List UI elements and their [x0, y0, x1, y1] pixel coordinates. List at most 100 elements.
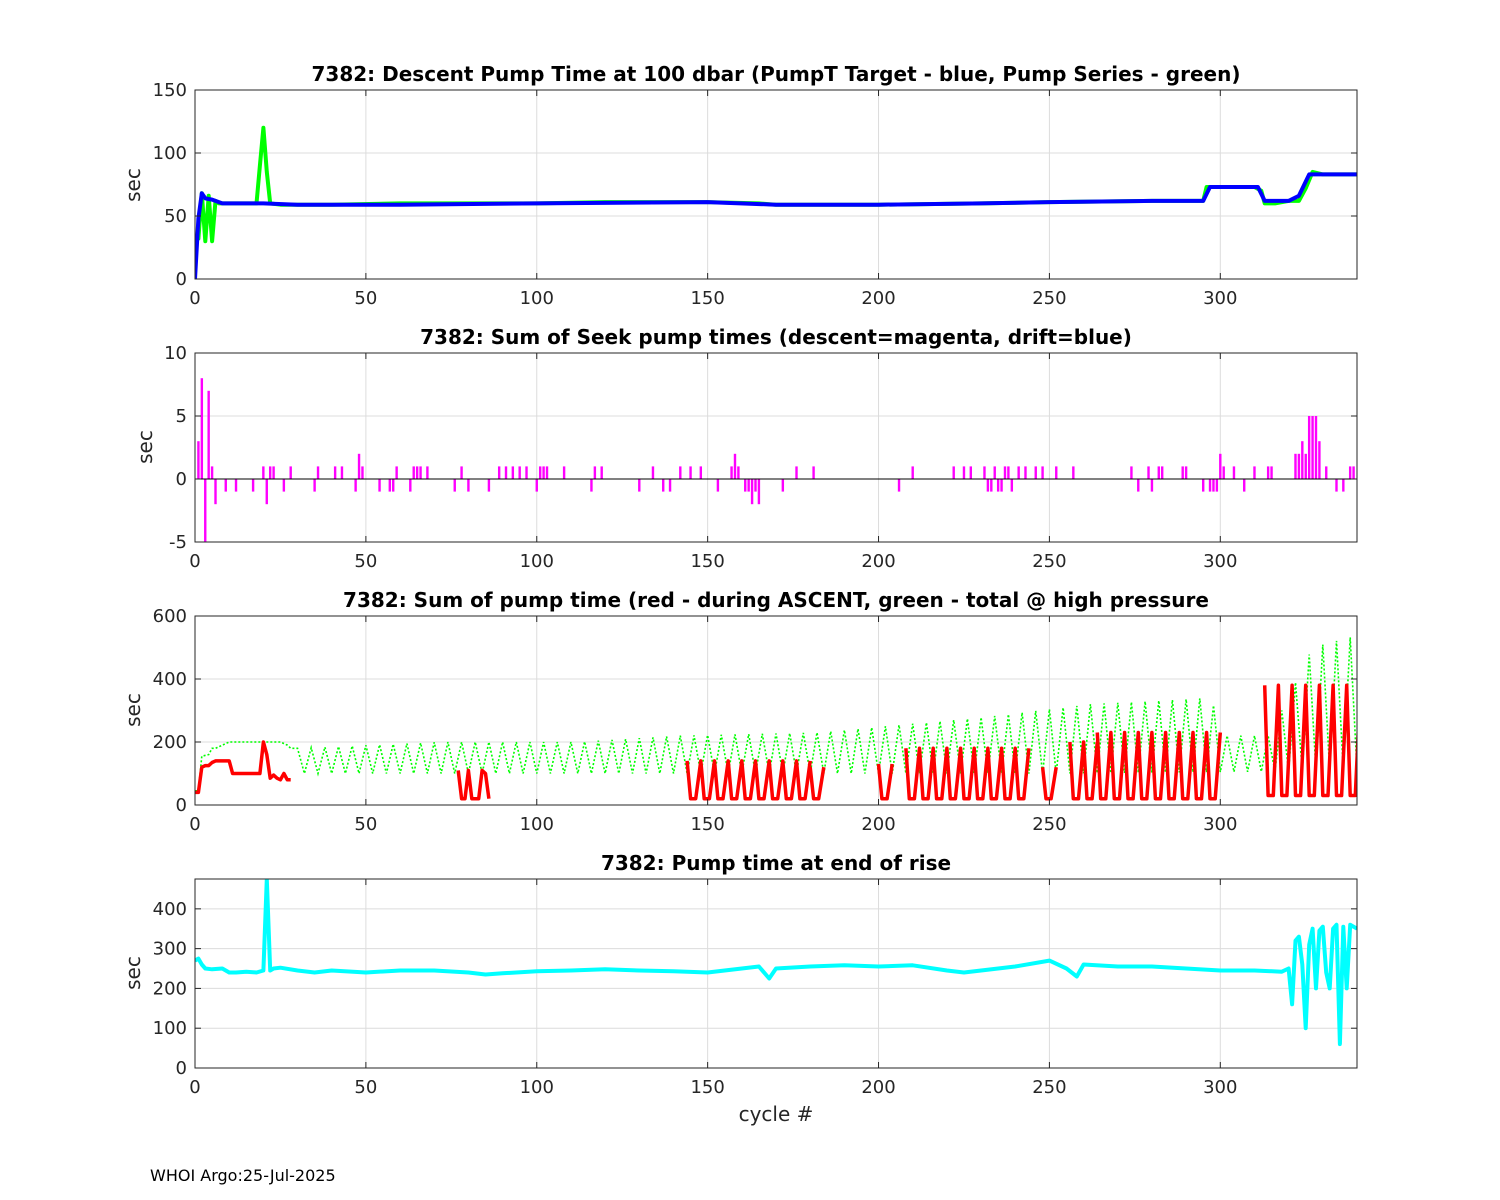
bar	[962, 466, 966, 479]
bar	[1041, 466, 1044, 479]
bar	[651, 466, 655, 479]
x-tick-label: 200	[861, 551, 895, 572]
bar	[409, 479, 412, 492]
y-tick-label: 400	[153, 899, 187, 920]
axes-box	[194, 89, 1358, 280]
bar	[1215, 479, 1219, 492]
bar	[361, 466, 364, 479]
panel-seek-pump-times: 7382: Sum of Seek pump times (descent=ma…	[133, 325, 1361, 572]
bar	[210, 466, 214, 479]
x-tick-label: 150	[690, 551, 724, 572]
chart-title: 7382: Pump time at end of rise	[601, 851, 951, 875]
bar	[1232, 466, 1236, 479]
x-tick-label: 200	[861, 288, 895, 309]
bar	[638, 479, 641, 492]
bar	[1072, 466, 1075, 479]
bar	[224, 479, 227, 492]
ascent-pump-line	[1095, 730, 1223, 801]
bar	[1010, 479, 1014, 492]
panel-descent-pump-time: 7382: Descent Pump Time at 100 dbar (Pum…	[121, 62, 1358, 309]
bar	[990, 479, 993, 492]
plot-area	[195, 353, 1357, 542]
bar	[590, 479, 593, 492]
y-tick-label: 0	[176, 1058, 187, 1079]
x-tick-label: 50	[354, 551, 377, 572]
bar	[1266, 466, 1270, 479]
x-tick-label: 300	[1203, 1077, 1237, 1098]
bar	[333, 466, 337, 479]
bar	[545, 466, 549, 479]
bar	[1348, 466, 1352, 479]
bar	[1137, 479, 1140, 492]
bar	[289, 466, 292, 479]
bar	[1003, 466, 1007, 479]
bar	[207, 390, 210, 479]
bar	[1017, 466, 1020, 479]
bar	[679, 466, 682, 479]
bar	[313, 479, 316, 492]
bar	[497, 466, 501, 479]
bar	[1157, 466, 1160, 479]
bar	[511, 466, 515, 479]
x-tick-label: 150	[690, 1077, 724, 1098]
bar	[1160, 466, 1164, 479]
bar	[750, 479, 754, 505]
x-tick-label: 150	[690, 814, 724, 835]
bar	[538, 466, 542, 479]
ascent-pump-line	[195, 740, 291, 795]
y-tick-label: 0	[176, 469, 187, 490]
bar	[1150, 479, 1154, 492]
bar	[983, 466, 986, 479]
bar	[733, 453, 737, 479]
x-tick-label: 100	[520, 551, 554, 572]
bar	[419, 466, 422, 479]
bar	[1318, 441, 1321, 479]
bar	[525, 466, 528, 479]
bar	[969, 466, 973, 479]
y-tick-label: 0	[176, 269, 187, 290]
bar	[1208, 479, 1212, 492]
y-tick-label: 400	[153, 669, 187, 690]
x-tick-label: 150	[690, 288, 724, 309]
bar	[197, 441, 200, 479]
bar	[986, 479, 990, 492]
bar	[395, 466, 398, 479]
bar	[1219, 453, 1222, 479]
x-tick-label: 300	[1203, 814, 1237, 835]
bar	[378, 479, 381, 492]
bar	[1000, 479, 1003, 492]
panel-end-of-rise-pump-time: 7382: Pump time at end of rise sec cycle…	[121, 851, 1358, 1126]
bar	[504, 466, 508, 479]
ascent-pump-line	[808, 766, 826, 801]
ascent-pump-line	[456, 768, 491, 801]
x-tick-label: 250	[1032, 288, 1066, 309]
axes-box	[194, 352, 1358, 543]
ascent-pump-line	[1040, 766, 1058, 801]
panel-sum-pump-time: 7382: Sum of pump time (red - during ASC…	[121, 588, 1358, 835]
x-tick-label: 200	[861, 814, 895, 835]
bar	[1202, 479, 1205, 492]
bar	[1253, 466, 1256, 479]
bar	[737, 466, 740, 479]
series-line	[195, 172, 1357, 279]
bar	[562, 466, 566, 479]
bar	[1311, 416, 1314, 479]
bar	[487, 479, 491, 492]
bar	[1352, 466, 1355, 479]
bar	[1359, 479, 1361, 492]
x-tick-label: 250	[1032, 1077, 1066, 1098]
x-axis-label: cycle #	[739, 1102, 814, 1126]
x-tick-label: 250	[1032, 551, 1066, 572]
chart-title: 7382: Descent Pump Time at 100 dbar (Pum…	[312, 62, 1241, 86]
footer-credit: WHOI Argo:25-Jul-2025	[150, 1166, 336, 1185]
ascent-pump-line	[1262, 683, 1357, 798]
bar	[952, 466, 955, 479]
bar	[1222, 466, 1225, 479]
data-layer	[195, 125, 1357, 279]
bar	[340, 466, 344, 479]
bar	[593, 466, 597, 479]
y-tick-label: 50	[164, 206, 187, 227]
x-tick-label: 300	[1203, 288, 1237, 309]
bar	[214, 479, 217, 505]
